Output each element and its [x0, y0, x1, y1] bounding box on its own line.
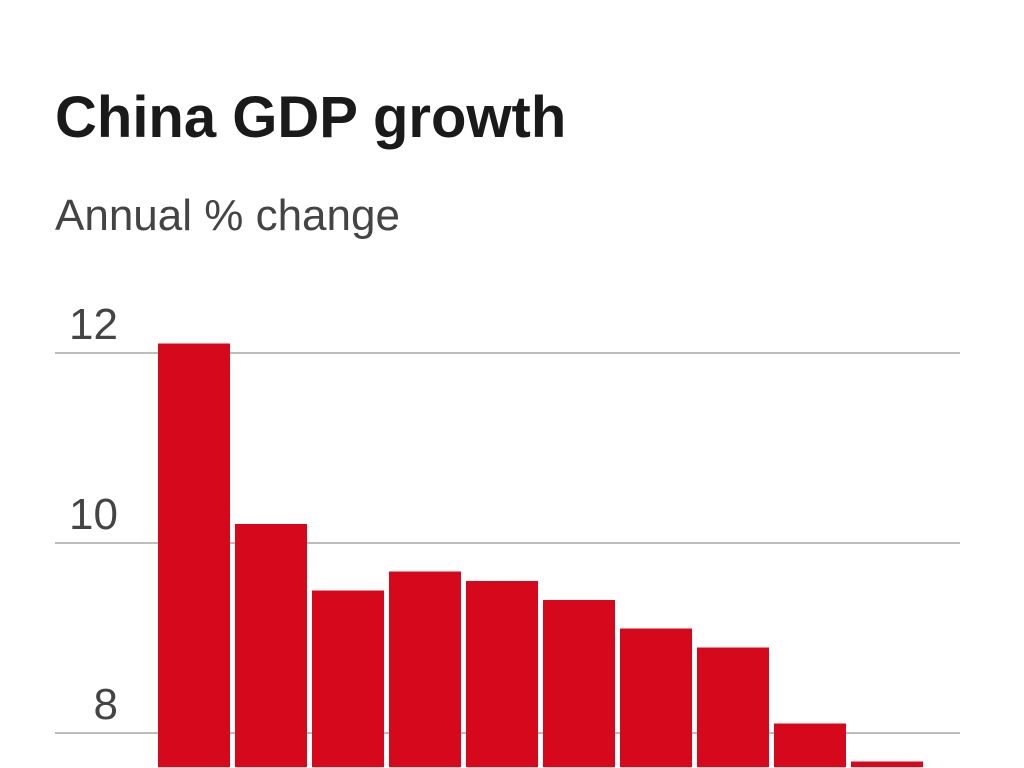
bar: [389, 571, 461, 768]
bar: [466, 581, 538, 768]
bar: [774, 723, 846, 768]
y-tick-label: 12: [69, 300, 118, 349]
bar: [158, 343, 230, 768]
bar: [697, 647, 769, 768]
chart-subtitle: Annual % change: [55, 191, 400, 240]
bar: [312, 590, 384, 768]
chart-title: China GDP growth: [55, 85, 566, 150]
bar: [543, 600, 615, 768]
bar: [851, 761, 923, 768]
y-tick-label: 8: [94, 680, 118, 729]
bar: [620, 628, 692, 768]
y-tick-label: 10: [69, 490, 118, 539]
bar: [235, 524, 307, 768]
